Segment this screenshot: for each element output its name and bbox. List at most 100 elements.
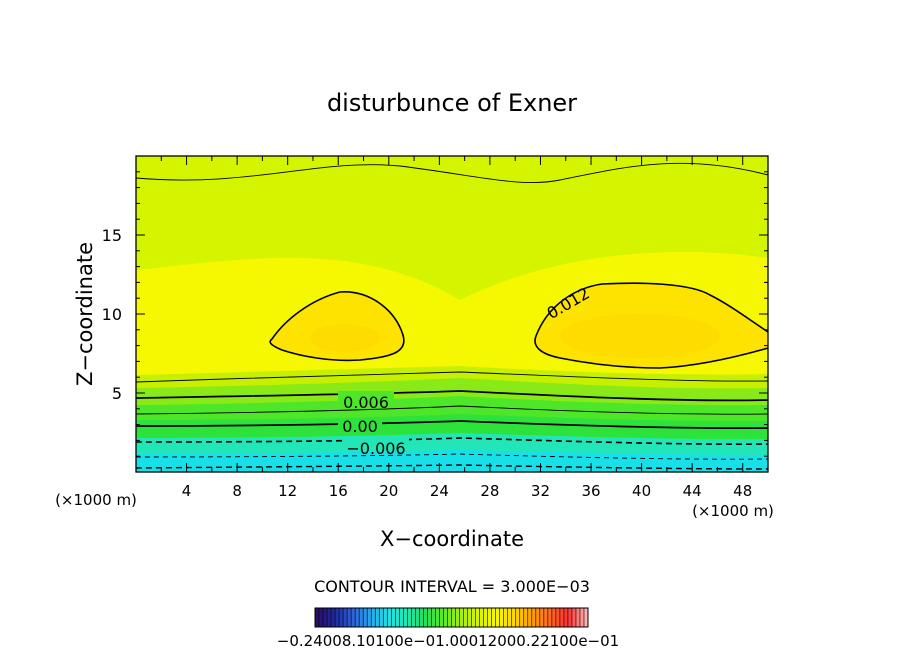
colorbar-cell <box>351 608 356 627</box>
colorbar-cell <box>555 608 561 627</box>
x-tick-label: 8 <box>232 482 242 500</box>
contour-label-bg <box>338 419 382 433</box>
colorbar-cell <box>391 608 396 627</box>
colorbar-cell <box>547 608 553 627</box>
x-tick-label: 24 <box>430 482 449 500</box>
colorbar-cell <box>495 608 500 627</box>
field-band-cyan <box>136 450 768 472</box>
x-tick-label: 20 <box>379 482 398 500</box>
colorbar-cell <box>447 608 452 627</box>
axis-ticks <box>136 156 768 472</box>
colorbar-cell <box>515 608 521 627</box>
colorbar-cell <box>395 608 400 627</box>
colorbar-cell <box>503 608 509 627</box>
colorbar-cell <box>415 608 420 627</box>
colorbar-cell <box>479 608 484 627</box>
colorbar-cell <box>487 608 492 627</box>
y-tick-label: 5 <box>112 384 122 403</box>
contour-label: 0.006 <box>343 393 389 412</box>
contour-line-neg-d <box>136 464 768 470</box>
colorbar-cell <box>527 608 533 627</box>
y-unit-label: (×1000 m) <box>55 491 137 509</box>
colorbar-cell <box>375 608 380 627</box>
contour-interval-text: CONTOUR INTERVAL = 3.000E−03 <box>314 577 590 596</box>
x-tick-label: 16 <box>329 482 348 500</box>
colorbar-cell <box>435 608 440 627</box>
colorbar-cell <box>499 608 504 627</box>
colorbar-cell <box>463 608 468 627</box>
colorbar-cell <box>483 608 488 627</box>
x-tick-labels: 4 8 12 16 20 24 28 32 36 40 44 48 <box>182 482 752 500</box>
colorbar-cell <box>335 608 340 627</box>
colorbar-cell <box>383 608 388 627</box>
field-core-left-inner <box>310 324 380 352</box>
x-unit-label: (×1000 m) <box>692 502 774 520</box>
colorbar-cell <box>363 608 368 627</box>
x-tick-label: 32 <box>531 482 550 500</box>
colorbar-cell <box>411 608 416 627</box>
contour-line-0.012-left <box>269 291 405 362</box>
colorbar-cell <box>551 608 557 627</box>
contour-label: 0.00 <box>342 417 378 436</box>
colorbar-cell <box>315 608 320 627</box>
y-tick-labels: 5 10 15 <box>102 226 122 403</box>
colorbar-cell <box>459 608 464 627</box>
colorbar-cell <box>511 608 517 627</box>
field-core-right-inner <box>560 314 720 358</box>
contour-line-0.012-right <box>534 282 768 369</box>
colorbar-cell <box>475 608 480 627</box>
x-tick-label: 28 <box>480 482 499 500</box>
colorbar-cell <box>579 608 585 627</box>
colorbar-cell <box>531 608 537 627</box>
contour-line-0.00 <box>136 420 768 430</box>
y-tick-label: 10 <box>102 305 122 324</box>
colorbar-cell <box>519 608 525 627</box>
colorbar-cell <box>339 608 344 627</box>
colorbar-cell <box>319 608 324 627</box>
x-tick-label: 4 <box>182 482 192 500</box>
contour-line-neg-0.006 <box>136 437 768 445</box>
x-axis-label: X−coordinate <box>380 527 524 551</box>
colorbar-cell <box>471 608 476 627</box>
x-tick-label: 40 <box>632 482 651 500</box>
colorbar-labels: −0.24008.10100e−01.00012000.22100e−01 <box>277 632 619 650</box>
colorbar-cell <box>467 608 472 627</box>
contour-line-a <box>136 371 768 383</box>
colorbar-cell <box>355 608 360 627</box>
x-tick-label: 12 <box>278 482 297 500</box>
colorbar-cell <box>359 608 364 627</box>
chart-title: disturbunce of Exner <box>327 89 577 117</box>
colorbar-cell <box>571 608 577 627</box>
contour-lines <box>136 162 768 470</box>
colorbar-cell <box>427 608 432 627</box>
colorbar-cell <box>559 608 565 627</box>
colorbar-cell <box>535 608 541 627</box>
y-axis-label: Z−coordinate <box>73 242 97 386</box>
colorbar-cell <box>423 608 428 627</box>
contour-label: −0.006 <box>346 439 405 458</box>
colorbar-cell <box>403 608 408 627</box>
colorbar-cell <box>507 608 513 627</box>
x-tick-label: 44 <box>683 482 702 500</box>
colorbar-cell <box>431 608 436 627</box>
colorbar-cell <box>367 608 372 627</box>
colorbar-cell <box>379 608 384 627</box>
colorbar-cell <box>543 608 549 627</box>
colorbar-cell <box>567 608 573 627</box>
contour-line-upper <box>136 162 768 184</box>
contour-line-0.006 <box>136 390 768 402</box>
colorbar-cell <box>491 608 496 627</box>
colorbar-cell <box>419 608 424 627</box>
contour-field <box>136 156 768 472</box>
colorbar-cell <box>563 608 569 627</box>
colorbar-cell <box>539 608 545 627</box>
colorbar-cell <box>327 608 332 627</box>
colorbar-cell <box>371 608 376 627</box>
x-tick-label: 48 <box>733 482 752 500</box>
colorbar-cell <box>575 608 581 627</box>
contour-line-b <box>136 405 768 415</box>
colorbar-cell <box>451 608 456 627</box>
colorbar-cell <box>387 608 392 627</box>
colorbar-cell <box>523 608 529 627</box>
